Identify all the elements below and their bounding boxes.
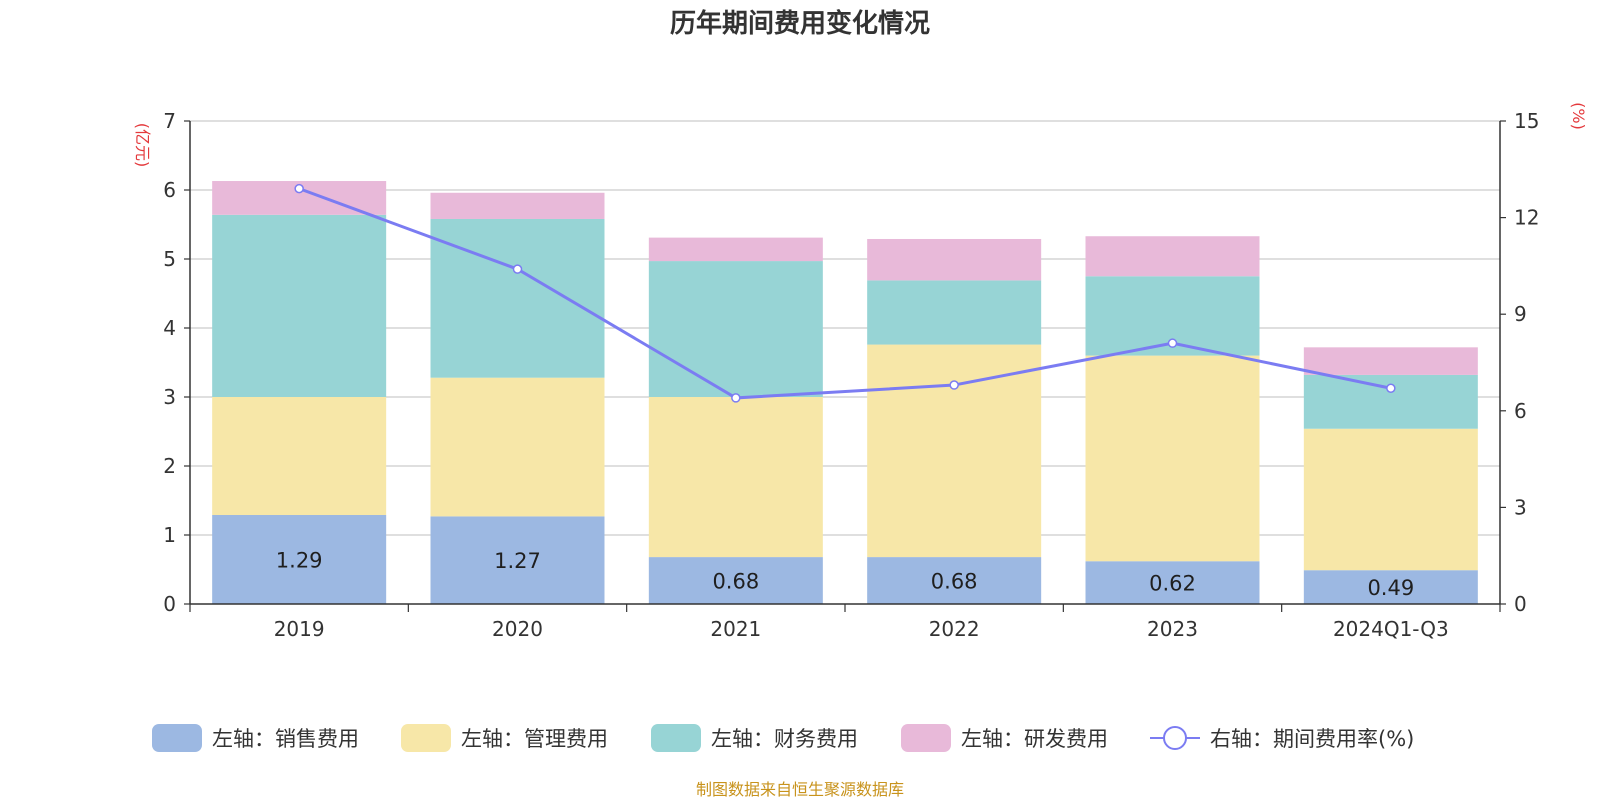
bar-segment (867, 344, 1042, 558)
x-tick-label: 2020 (492, 617, 543, 641)
bar-segment (1303, 570, 1478, 604)
chart-title: 历年期间费用变化情况 (670, 8, 930, 39)
left-tick-label: 7 (163, 109, 176, 133)
rate-point (512, 264, 523, 274)
bar-segment (212, 214, 387, 397)
bar-value-label: 0.68 (712, 570, 759, 594)
legend-label: 左轴：财务费用 (711, 727, 858, 751)
bar-segment (1303, 428, 1478, 571)
x-tick-label: 2021 (710, 617, 761, 641)
bar-segment (212, 397, 387, 515)
x-tick-label: 2024Q1-Q3 (1333, 617, 1449, 641)
bar-segment (212, 514, 387, 604)
bar-segment (1303, 347, 1478, 375)
left-tick-label: 3 (163, 385, 176, 409)
left-tick-label: 1 (163, 523, 176, 547)
right-tick-label: 6 (1514, 399, 1527, 423)
left-axis-unit: (亿元) (133, 123, 152, 168)
bars (212, 181, 1478, 604)
left-tick-label: 6 (163, 178, 176, 202)
legend-label: 左轴：管理费用 (461, 727, 608, 751)
bar-segment (648, 397, 823, 558)
bar-segment (1085, 236, 1260, 277)
legend-swatch (401, 724, 451, 752)
right-tick-label: 12 (1514, 206, 1539, 230)
bar-value-label: 0.49 (1367, 576, 1414, 600)
bar-value-label: 0.68 (931, 570, 978, 594)
left-tick-label: 5 (163, 247, 176, 271)
bar-labels: 1.29 1.27 0.68 0.68 0.62 0.49 (276, 548, 1414, 600)
rate-point (949, 380, 959, 390)
right-tick-label: 3 (1514, 495, 1527, 519)
bar-segment (430, 516, 605, 604)
bar-value-label: 0.62 (1149, 572, 1196, 596)
legend-label: 左轴：研发费用 (961, 727, 1108, 751)
bar-segment (1085, 561, 1260, 604)
bar-segment (867, 238, 1042, 281)
bar-segment (430, 218, 605, 378)
x-tick-label: 2019 (274, 617, 325, 641)
grid (190, 120, 1500, 536)
legend-swatch (901, 724, 951, 752)
x-tick-label: 2022 (929, 617, 980, 641)
bar-segment (430, 377, 605, 517)
right-tick-label: 15 (1514, 109, 1539, 133)
rate-line (294, 183, 1396, 403)
left-tick-label: 2 (163, 454, 176, 478)
legend-swatch (651, 724, 701, 752)
bar-segment (648, 557, 823, 604)
bar-segment (648, 261, 823, 397)
rate-point (1386, 383, 1396, 394)
legend-swatch (152, 724, 202, 752)
x-tick-label: 2023 (1147, 617, 1198, 641)
bar-segment (1085, 355, 1260, 562)
source-note: 制图数据来自恒生聚源数据库 (696, 780, 904, 799)
right-tick-label: 9 (1514, 302, 1527, 326)
left-tick-label: 0 (163, 592, 176, 616)
legend-label: 左轴：销售费用 (212, 727, 359, 751)
bar-value-label: 1.29 (276, 548, 323, 572)
bar-segment (867, 557, 1042, 604)
bar-segment (430, 192, 605, 219)
legend: 左轴：销售费用 左轴：管理费用 左轴：财务费用 左轴：研发费用 右轴：期间费用率(%) (152, 724, 1414, 752)
legend-marker-swatch (1163, 726, 1187, 750)
rate-point (294, 183, 304, 194)
bar-segment (867, 280, 1042, 345)
bar-value-label: 1.27 (494, 549, 541, 573)
right-axis-unit: (%) (1569, 102, 1588, 130)
rate-point (1167, 338, 1178, 348)
right-tick-label: 0 (1514, 592, 1527, 616)
legend-label: 右轴：期间费用率(%) (1210, 727, 1414, 751)
rate-line-path (298, 187, 1392, 400)
rate-point (731, 393, 741, 403)
bar-segment (1303, 374, 1478, 429)
left-tick-label: 4 (163, 316, 176, 340)
bar-segment (648, 237, 823, 262)
